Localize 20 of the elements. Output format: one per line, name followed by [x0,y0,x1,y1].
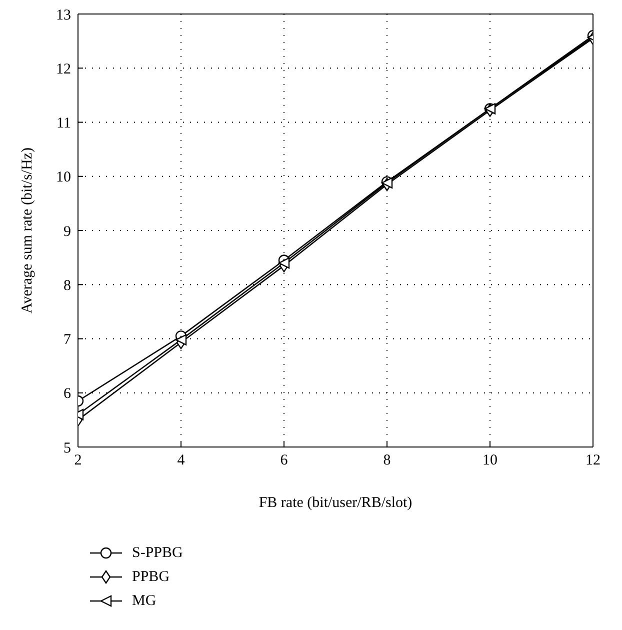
x-tick-label: 4 [177,452,186,469]
x-tick-label: 10 [482,452,498,469]
y-tick-label: 5 [64,440,71,456]
x-tick-label: 12 [586,452,600,469]
y-tick-label: 9 [64,224,71,240]
y-tick-label: 12 [56,61,71,78]
y-axis-title: Average sum rate (bit/s/Hz) [19,148,36,314]
x-axis-title: FB rate (bit/user/RB/slot) [258,495,412,511]
y-tick-label: 13 [56,7,71,24]
x-tick-label: 8 [383,452,391,469]
x-tick-label: 2 [74,452,82,469]
y-tick-label: 7 [64,332,72,348]
x-tick-label: 6 [280,452,288,469]
y-tick-label: 11 [56,116,71,132]
y-tick-label: 8 [64,278,71,294]
y-tick-label: 10 [56,170,71,186]
legend-label: S-PPBG [132,544,183,562]
legend-label: PPBG [132,568,170,586]
legend-label: MG [132,592,156,610]
y-tick-label: 6 [64,386,72,402]
